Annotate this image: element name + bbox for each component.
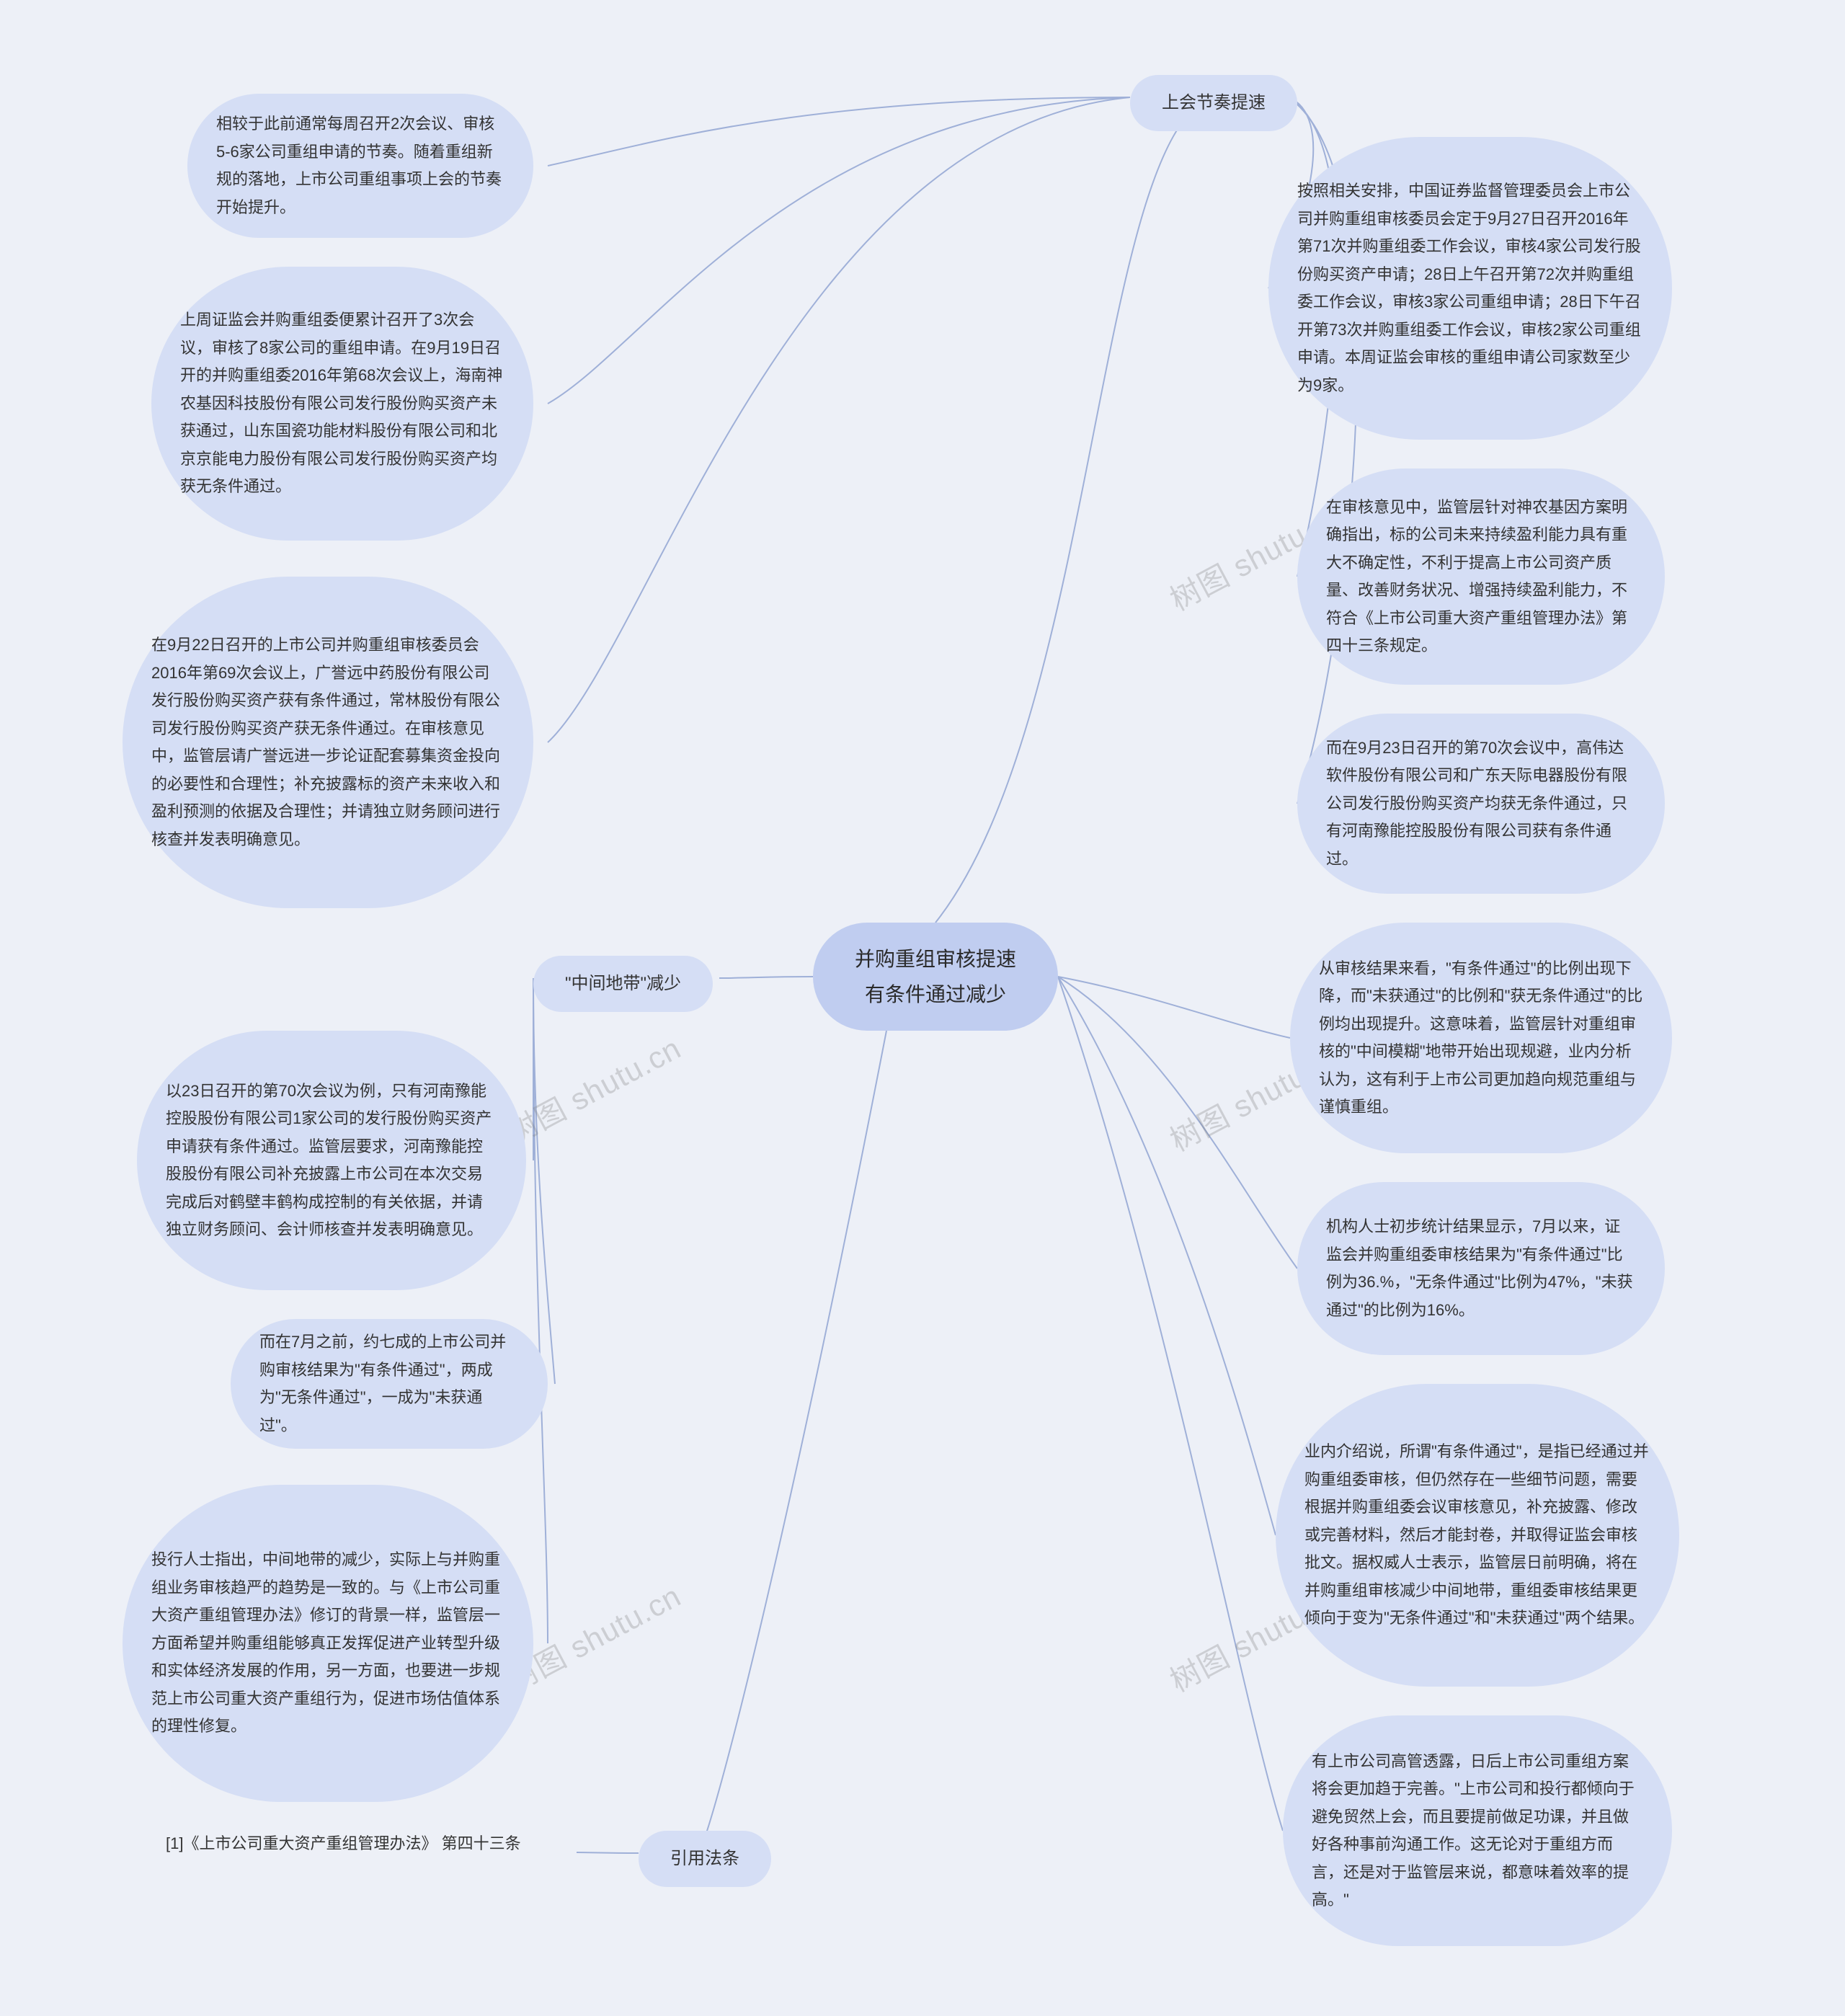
bubble-l5: 而在7月之前，约七成的上市公司并购审核结果为"有条件通过"，两成为"无条件通过"…: [231, 1319, 548, 1449]
branch-b_mid: "中间地带"减少: [533, 956, 713, 1012]
bubble-text-l3: 在9月22日召开的上市公司并购重组审核委员会2016年第69次会议上，广誉远中药…: [151, 631, 504, 853]
bubble-r2: 在审核意见中，监管层针对神农基因方案明确指出，标的公司未来持续盈利能力具有重大不…: [1297, 469, 1665, 685]
bubble-r4: 从审核结果来看，"有条件通过"的比例出现下降，而"未获通过"的比例和"获无条件通…: [1290, 923, 1672, 1153]
bubble-text-r6: 业内介绍说，所谓"有条件通过"，是指已经通过并购重组委审核，但仍然存在一些细节问…: [1304, 1438, 1650, 1633]
bubble-text-r4: 从审核结果来看，"有条件通过"的比例出现下降，而"未获通过"的比例和"获无条件通…: [1319, 955, 1643, 1122]
bubble-text-r2: 在审核意见中，监管层针对神农基因方案明确指出，标的公司未来持续盈利能力具有重大不…: [1326, 494, 1636, 660]
branch-b_top: 上会节奏提速: [1130, 75, 1297, 131]
bubble-text-l6: 投行人士指出，中间地带的减少，实际上与并购重组业务审核趋严的趋势是一致的。与《上…: [151, 1546, 504, 1741]
bubble-text-r7: 有上市公司高管透露，日后上市公司重组方案将会更加趋于完善。"上市公司和投行都倾向…: [1312, 1748, 1643, 1914]
bubble-r7: 有上市公司高管透露，日后上市公司重组方案将会更加趋于完善。"上市公司和投行都倾向…: [1283, 1715, 1672, 1946]
bubble-l6: 投行人士指出，中间地带的减少，实际上与并购重组业务审核趋严的趋势是一致的。与《上…: [123, 1485, 533, 1802]
bubble-text-r1: 按照相关安排，中国证券监督管理委员会上市公司并购重组审核委员会定于9月27日召开…: [1297, 177, 1643, 399]
bubble-l4: 以23日召开的第70次会议为例，只有河南豫能控股股份有限公司1家公司的发行股份购…: [137, 1031, 526, 1290]
center-label: 并购重组审核提速有条件通过减少: [848, 941, 1023, 1012]
branch-b_ref: 引用法条: [639, 1831, 771, 1887]
watermark-0: 树图 shutu.cn: [498, 1024, 688, 1153]
bubble-l1: 相较于此前通常每周召开2次会议、审核5-6家公司重组申请的节奏。随着重组新规的落…: [187, 94, 533, 238]
bubble-r3: 而在9月23日召开的第70次会议中，高伟达软件股份有限公司和广东天际电器股份有限…: [1297, 714, 1665, 894]
bubble-r5: 机构人士初步统计结果显示，7月以来，证监会并购重组委审核结果为"有条件通过"比例…: [1297, 1182, 1665, 1355]
bubble-text-l2: 上周证监会并购重组委便累计召开了3次会议，审核了8家公司的重组申请。在9月19日…: [180, 306, 504, 501]
bubble-text-l1: 相较于此前通常每周召开2次会议、审核5-6家公司重组申请的节奏。随着重组新规的落…: [216, 110, 504, 221]
bubble-text-r5: 机构人士初步统计结果显示，7月以来，证监会并购重组委审核结果为"有条件通过"比例…: [1326, 1213, 1636, 1324]
bubble-text-l5: 而在7月之前，约七成的上市公司并购审核结果为"有条件通过"，两成为"无条件通过"…: [259, 1328, 519, 1439]
reference-text: [1]《上市公司重大资产重组管理办法》 第四十三条: [166, 1831, 569, 1856]
bubble-l2: 上周证监会并购重组委便累计召开了3次会议，审核了8家公司的重组申请。在9月19日…: [151, 267, 533, 541]
bubble-l3: 在9月22日召开的上市公司并购重组审核委员会2016年第69次会议上，广誉远中药…: [123, 577, 533, 908]
bubble-r6: 业内介绍说，所谓"有条件通过"，是指已经通过并购重组委审核，但仍然存在一些细节问…: [1276, 1384, 1679, 1687]
bubble-r1: 按照相关安排，中国证券监督管理委员会上市公司并购重组审核委员会定于9月27日召开…: [1268, 137, 1672, 440]
bubble-text-r3: 而在9月23日召开的第70次会议中，高伟达软件股份有限公司和广东天际电器股份有限…: [1326, 734, 1636, 874]
bubble-text-l4: 以23日召开的第70次会议为例，只有河南豫能控股股份有限公司1家公司的发行股份购…: [166, 1078, 497, 1244]
center-node: 并购重组审核提速有条件通过减少: [813, 923, 1058, 1031]
